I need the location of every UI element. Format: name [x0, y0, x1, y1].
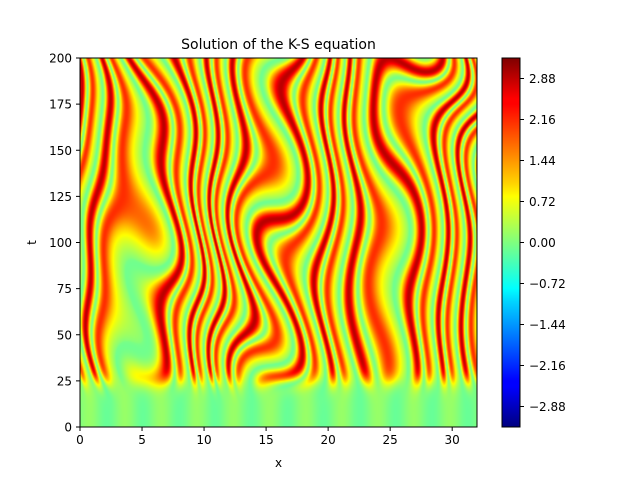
- colorbar-gradient: [502, 58, 520, 427]
- y-tick-label: 75: [57, 282, 72, 296]
- colorbar-tick-label: −2.16: [529, 359, 566, 373]
- y-tick-label: 100: [49, 236, 72, 250]
- y-tick-label: 200: [49, 52, 72, 66]
- colorbar-tick-label: 1.44: [529, 154, 556, 168]
- y-tick-label: 25: [57, 374, 72, 388]
- y-tick-label: 50: [57, 328, 72, 342]
- heatmap-area: [80, 58, 477, 427]
- colorbar: 2.88 2.16 1.44 0.72 0.00 −0.72 −1.44 −2.16 −2.88: [501, 57, 566, 428]
- y-tick-label: 0: [64, 421, 72, 435]
- x-tick-label: 15: [258, 433, 273, 447]
- y-tick-label: 150: [49, 144, 72, 158]
- y-axis: 0 25 50 75 100 125 150 175 200: [49, 52, 80, 435]
- colorbar-tick-label: 2.16: [529, 113, 556, 127]
- colorbar-tick-label: 2.88: [529, 72, 556, 86]
- colorbar-tick-label: 0.00: [529, 236, 556, 250]
- chart-title: Solution of the K-S equation: [181, 37, 376, 53]
- y-tick-label: 125: [49, 190, 72, 204]
- x-tick-label: 0: [76, 433, 84, 447]
- x-axis-label: x: [275, 456, 282, 470]
- y-axis-label: t: [25, 240, 39, 245]
- x-tick-label: 20: [320, 433, 335, 447]
- colorbar-tick-label: −2.88: [529, 400, 566, 414]
- y-tick-label: 175: [49, 98, 72, 112]
- x-tick-label: 30: [445, 433, 460, 447]
- x-axis: 0 5 10 15 20 25 30: [76, 427, 460, 447]
- x-tick-label: 10: [196, 433, 211, 447]
- colorbar-tick-label: 0.72: [529, 195, 556, 209]
- x-tick-label: 5: [138, 433, 146, 447]
- x-tick-label: 25: [383, 433, 398, 447]
- colorbar-tick-label: −1.44: [529, 318, 566, 332]
- colorbar-tick-label: −0.72: [529, 277, 566, 291]
